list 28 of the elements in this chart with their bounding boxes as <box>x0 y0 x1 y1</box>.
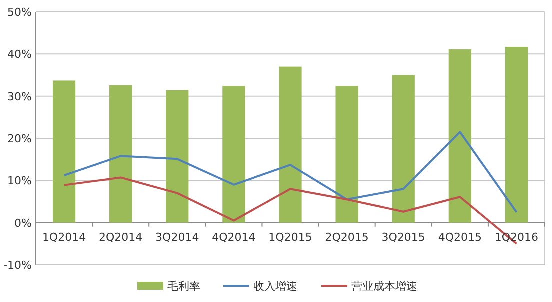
bar <box>110 85 132 223</box>
x-tick-label: 4Q2015 <box>438 230 482 244</box>
x-tick-label: 3Q2014 <box>156 230 200 244</box>
y-tick-label: 0% <box>14 216 32 230</box>
x-tick-label: 4Q2014 <box>212 230 256 244</box>
legend-label: 收入增速 <box>254 280 298 293</box>
bar <box>336 86 358 223</box>
y-tick-label: 30% <box>8 90 32 104</box>
y-tick-label: 50% <box>8 6 32 19</box>
x-tick-label: 3Q2015 <box>382 230 426 244</box>
y-tick-label: -10% <box>4 259 32 272</box>
x-tick-label: 2Q2014 <box>99 230 143 244</box>
bar <box>222 86 246 223</box>
bar <box>392 75 415 223</box>
x-tick-label: 2Q2015 <box>325 230 369 244</box>
x-tick-label: 1Q2015 <box>268 230 312 244</box>
legend-label: 营业成本增速 <box>352 280 418 293</box>
bar <box>448 50 472 223</box>
bar <box>505 47 528 223</box>
bar <box>279 66 302 223</box>
x-tick-label: 1Q2014 <box>42 230 86 244</box>
y-tick-label: 10% <box>8 174 32 188</box>
y-tick-label: 40% <box>8 48 32 62</box>
bar <box>166 90 189 223</box>
y-tick-label: 20% <box>8 132 32 146</box>
legend-label: 毛利率 <box>168 280 200 293</box>
bar <box>52 80 76 223</box>
line-series <box>63 131 518 214</box>
